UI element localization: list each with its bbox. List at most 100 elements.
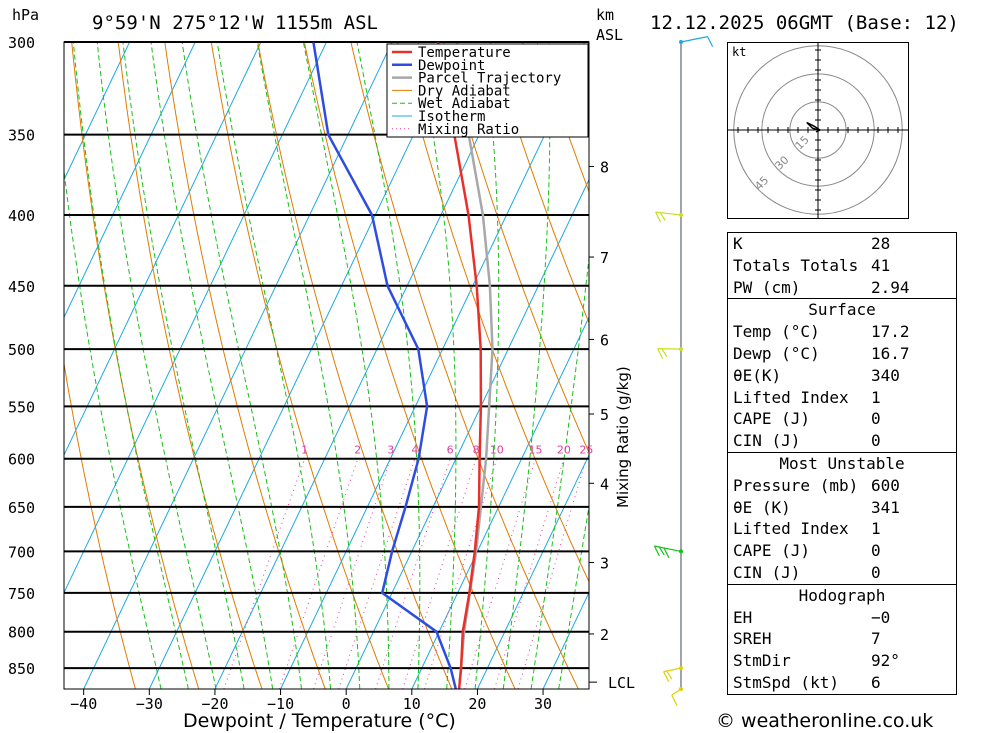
- wet-adiabat-line: [474, 42, 500, 689]
- most-unstable-title: Most Unstable: [779, 453, 905, 473]
- wind-barb: [655, 211, 682, 216]
- legend-label: Temperature: [418, 45, 511, 61]
- temperature-tick-label: −10: [267, 695, 294, 713]
- mixing-ratio-lines: [223, 458, 587, 689]
- copyright-notice: © weatheronline.co.uk: [716, 710, 934, 732]
- indices-panel: K 28 Totals Totals 41 PW (cm) 2.94 Surface …: [727, 232, 957, 695]
- x-axis-label: Dewpoint / Temperature (°C): [183, 710, 456, 732]
- hodograph-ring-label: 15: [793, 133, 812, 152]
- isotherm-line: [345, 178, 589, 689]
- isotherm-line: [83, 42, 393, 689]
- mu-lifted-index: Lifted Index 1: [733, 519, 881, 539]
- wet-adiabat-line: [72, 42, 189, 689]
- pressure-tick-label: 350: [8, 127, 35, 145]
- hodograph-line: [806, 121, 822, 133]
- mixing-ratio-tick-label: 15: [529, 444, 543, 457]
- temperature-axis: −40 −30 −20 −10 0 10 20 30: [70, 689, 552, 713]
- wet-adiabat-line: [302, 42, 390, 689]
- isotherm-line: [64, 42, 131, 181]
- hodograph-section: Hodograph EH −0 SREH 7 StmDir 92° StmSpd (k…: [728, 583, 956, 694]
- wind-barb: [654, 545, 682, 553]
- pressure-tick-label: 700: [8, 543, 35, 561]
- pressure-tick-label: 500: [8, 341, 35, 359]
- wet-adiabat-line: [530, 253, 589, 689]
- wet-adiabat-line: [417, 42, 457, 689]
- temperature-tick-label: −40: [70, 695, 97, 713]
- temperature-tick-label: −20: [201, 695, 228, 713]
- wet-adiabat-line: [256, 42, 361, 689]
- isotherm-line: [64, 42, 196, 319]
- height-tick-label: 8: [600, 158, 609, 176]
- pressure-unit-label: hPa: [12, 6, 39, 24]
- mixing-ratio-tick-label: 6: [447, 444, 454, 457]
- surface-cin: CIN (J) 0: [733, 431, 881, 451]
- wind-barb-feather: [671, 694, 678, 706]
- dry-adiabat-line: [64, 360, 136, 689]
- height-ref-label: ASL: [596, 26, 623, 44]
- surface-cape: CAPE (J) 0: [733, 409, 881, 429]
- temperature-line: [436, 42, 483, 689]
- wet-adiabat-line: [216, 42, 332, 689]
- chart-datetime: 12.12.2025 06GMT (Base: 12): [650, 12, 959, 34]
- dry-adiabat-line: [443, 42, 589, 454]
- mu-cape: CAPE (J) 0: [733, 541, 881, 561]
- wet-adiabat-line: [96, 42, 217, 689]
- wind-barb-feather: [655, 211, 662, 223]
- wet-adiabat-lines: [64, 42, 589, 689]
- pressure-tick-label: 550: [8, 398, 35, 416]
- mixing-ratio-tick-label: 8: [473, 444, 480, 457]
- surface-title: Surface: [808, 300, 876, 320]
- legend-label: Dewpoint: [418, 58, 485, 74]
- height-tick-label: 3: [600, 554, 609, 572]
- legend-label: Mixing Ratio: [418, 122, 519, 138]
- surface-dewp: Dewp (°C) 16.7: [733, 343, 910, 363]
- mu-theta-e: θE (K) 341: [733, 497, 900, 517]
- height-tick-label: 7: [600, 249, 609, 267]
- temperature-tick-label: 30: [534, 695, 552, 713]
- wet-adiabat-line: [356, 42, 421, 689]
- wet-adiabat-line: [502, 42, 551, 689]
- isotherm-line: [411, 316, 589, 689]
- wet-adiabat-line: [122, 42, 245, 689]
- hodograph-ring-label: 45: [752, 174, 771, 193]
- wind-barb-feather: [707, 36, 714, 47]
- wind-barb: [663, 667, 682, 673]
- hodograph-trace: [806, 121, 822, 133]
- legend-label: Dry Adiabat: [418, 83, 511, 99]
- surface-temp: Temp (°C) 17.2: [733, 322, 910, 342]
- hodo-stmdir: StmDir 92°: [733, 651, 900, 671]
- dry-adiabat-line: [303, 42, 516, 689]
- mixing-ratio-line: [517, 458, 587, 689]
- mixing-ratio-tick-label: 3: [387, 444, 394, 457]
- sounding-profiles: [312, 42, 494, 689]
- temperature-tick-label: −30: [136, 695, 163, 713]
- surface-theta-e: θE(K) 340: [733, 365, 900, 385]
- mixing-ratio-tick-label: 1: [301, 444, 308, 457]
- pressure-tick-label: 450: [8, 278, 35, 296]
- temperature-tick-label: 0: [342, 695, 351, 713]
- temperature-tick-label: 10: [403, 695, 421, 713]
- wet-adiabat-line: [64, 167, 162, 689]
- wind-barb-feather: [653, 545, 660, 557]
- isotherm-line: [148, 42, 459, 689]
- legend-label: Parcel Trajectory: [418, 71, 561, 87]
- mixing-ratio-labels: 1 2 3 4 6 8 10 15 20 25: [301, 444, 593, 457]
- pressure-tick-label: 650: [8, 499, 35, 517]
- mixing-ratio-line: [278, 458, 359, 689]
- dry-adiabat-line: [117, 42, 263, 689]
- mixing-ratio-line: [313, 458, 392, 689]
- wind-barb-feather: [659, 212, 666, 221]
- dry-adiabat-line: [71, 42, 200, 689]
- surface-section: Surface Temp (°C) 17.2 Dewp (°C) 16.7 θE(K…: [728, 298, 956, 452]
- dry-adiabat-line: [956, 42, 1000, 689]
- wind-barb-feather: [661, 348, 668, 358]
- dry-adiabat-line: [164, 42, 326, 689]
- wind-barb-feather: [666, 670, 673, 680]
- mu-cin: CIN (J) 0: [733, 562, 881, 582]
- dry-adiabat-line: [210, 42, 389, 689]
- chart-title-location: 9°59'N 275°12'W 1155m ASL: [92, 12, 378, 34]
- dry-adiabat-line: [489, 42, 589, 325]
- pressure-tick-label: 750: [8, 585, 35, 603]
- height-tick-label: 5: [600, 406, 609, 424]
